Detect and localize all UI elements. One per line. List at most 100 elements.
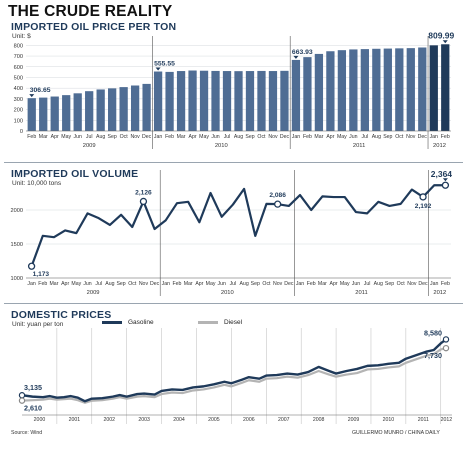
x-tick-label: May [71,281,81,287]
x-tick-label: Mar [177,134,186,140]
year-label: 2009 [348,417,360,423]
bar [62,95,71,131]
x-tick-label: Apr [61,281,69,287]
x-tick-label: Jul [362,134,369,140]
year-label: 2002 [103,417,115,423]
bar [372,48,381,131]
legend-gasoline: Gasoline [102,319,154,326]
series-line-diesel [21,347,447,404]
bar [441,44,450,131]
data-point-marker [18,392,26,399]
x-tick-label: Sep [116,281,125,287]
x-tick-label: Feb [165,134,174,140]
x-tick-label: May [206,281,216,287]
year-label: 2011 [353,143,365,149]
bar [96,89,105,131]
section-divider [4,162,463,163]
data-label: 2,192 [415,203,432,210]
year-label: 2010 [215,143,228,149]
year-label: 2012 [433,290,446,296]
data-label: 306.65 [30,87,51,94]
x-tick-label: Jul [86,134,93,140]
annotation-marker [442,178,448,182]
bar [337,50,347,131]
x-tick-label: Mar [314,134,323,140]
x-tick-label: Jan [292,134,300,140]
x-tick-label: Feb [441,134,450,140]
price-chart-title: IMPORTED OIL PRICE PER TON [11,21,177,33]
x-tick-label: Oct [397,281,406,287]
y-tick-label: 100 [14,118,23,124]
data-label: 809.99 [428,30,454,40]
y-tick-label: 1000 [11,276,23,282]
bar [360,49,369,131]
x-tick-label: Jan [430,281,438,287]
x-tick-label: Aug [239,281,248,287]
domestic-chart-unit: Unit: yuan per ton [12,321,64,328]
legend-diesel: Diesel [198,319,242,326]
price-chart-unit: Unit: $ [12,33,31,40]
y-tick-label: 600 [14,65,23,71]
x-tick-label: Dec [418,134,428,140]
x-tick-label: Dec [142,134,152,140]
legend-label-diesel: Diesel [224,319,243,326]
x-tick-label: Nov [139,281,149,287]
bar [268,71,278,131]
x-tick-label: Jan [154,134,162,140]
year-label: 2010 [221,290,234,296]
y-tick-label: 700 [14,54,23,60]
x-tick-label: Jun [211,134,219,140]
x-tick-label: Dec [418,281,428,287]
bar [383,48,392,131]
annotation-marker [293,55,299,59]
source-note: Source: Wind [11,430,43,436]
y-tick-label: 200 [14,108,23,114]
x-tick-label: Nov [268,134,278,140]
bar [291,59,301,131]
legend-swatch-gasoline [102,320,122,324]
bar [165,71,174,131]
bar [395,48,404,132]
y-tick-label: 800 [14,43,23,49]
annotation-marker [442,40,448,44]
x-tick-label: Sep [108,134,117,140]
data-label: 2,364 [431,169,453,179]
bar [349,49,358,132]
year-label: 2004 [173,417,185,423]
x-tick-label: Oct [128,281,137,287]
x-tick-label: Jun [83,281,91,287]
bar [280,70,289,131]
bar [119,87,128,131]
data-label: 2,610 [24,404,42,413]
bar [130,85,140,131]
x-tick-label: Mar [318,281,327,287]
x-tick-label: Jan [296,281,304,287]
bar [153,71,163,131]
x-tick-label: Aug [372,134,381,140]
x-tick-label: Sep [383,134,392,140]
year-label: 2005 [208,417,220,423]
x-tick-label: Aug [234,134,243,140]
bar [234,71,243,131]
domestic-chart-title: DOMESTIC PRICES [11,309,112,321]
x-tick-label: Aug [96,134,105,140]
x-tick-label: Apr [195,281,203,287]
x-tick-label: May [340,281,350,287]
year-label: 2001 [69,417,81,423]
year-label: 2012 [433,143,446,149]
x-tick-label: Sep [245,134,254,140]
x-tick-label: Aug [105,281,114,287]
data-point-marker [441,181,450,189]
x-tick-label: Apr [189,134,197,140]
x-tick-label: Sep [385,281,394,287]
x-tick-label: Feb [27,134,36,140]
volume-chart-title: IMPORTED OIL VOLUME [11,168,139,180]
x-tick-label: Nov [273,281,283,287]
year-label: 2010 [383,417,395,423]
bar [211,70,220,131]
data-point-marker [419,193,427,201]
legend-label-gasoline: Gasoline [128,319,154,326]
data-label: 8,580 [424,328,442,337]
x-tick-label: Feb [307,281,316,287]
